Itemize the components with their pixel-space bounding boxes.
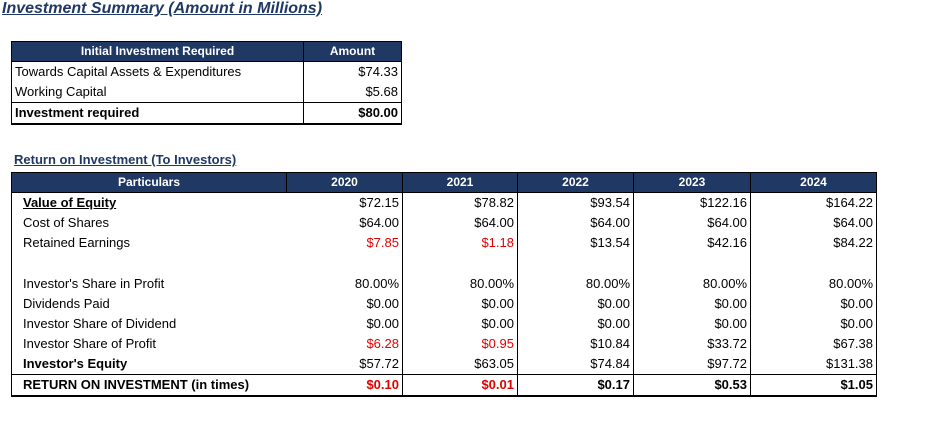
amount-cell: $5.68 <box>303 82 402 103</box>
column-header-year: 2024 <box>750 172 877 193</box>
value-cell: $74.84 <box>517 354 634 375</box>
value-cell: $64.00 <box>286 213 403 233</box>
value-cell: $0.00 <box>402 294 518 314</box>
value-cell: $78.82 <box>402 192 518 213</box>
value-cell: $1.18 <box>402 233 518 253</box>
column-header-particulars: Particulars <box>11 172 287 193</box>
value-cell: $64.00 <box>402 213 518 233</box>
value-cell: 80.00% <box>633 274 751 294</box>
value-cell: $57.72 <box>286 354 403 375</box>
value-cell: $63.05 <box>402 354 518 375</box>
value-cell: 80.00% <box>402 274 518 294</box>
value-cell: $0.00 <box>750 294 877 314</box>
value-cell: $64.00 <box>750 213 877 233</box>
column-header-year: 2021 <box>402 172 518 193</box>
value-cell: $93.54 <box>517 192 634 213</box>
table-row: Towards Capital Assets & Expenditures $7… <box>11 61 402 82</box>
column-header-year: 2023 <box>633 172 751 193</box>
column-header-year: 2022 <box>517 172 634 193</box>
investment-table: Initial Investment Required Amount Towar… <box>11 41 402 125</box>
row-label: Working Capital <box>11 82 304 103</box>
table-row: Working Capital $5.68 <box>11 82 402 103</box>
value-cell: $0.00 <box>633 314 751 334</box>
row-label: Retained Earnings <box>23 235 130 250</box>
row-label: Dividends Paid <box>23 296 110 311</box>
table-row-cost-of-shares: Cost of Shares $64.00 $64.00 $64.00 $64.… <box>12 213 877 233</box>
value-cell: $84.22 <box>750 233 877 253</box>
table-row-value-of-equity: Value of Equity $72.15 $78.82 $93.54 $12… <box>12 192 877 213</box>
value-cell: $64.00 <box>517 213 634 233</box>
value-cell: $0.00 <box>286 294 403 314</box>
value-cell: $1.05 <box>750 374 877 397</box>
value-cell: $122.16 <box>633 192 751 213</box>
value-cell: $0.01 <box>402 374 518 397</box>
table-row-dividends-paid: Dividends Paid $0.00 $0.00 $0.00 $0.00 $… <box>12 294 877 314</box>
value-cell: $164.22 <box>750 192 877 213</box>
value-cell: $13.54 <box>517 233 634 253</box>
column-header-year: 2020 <box>286 172 403 193</box>
column-header-initial-investment: Initial Investment Required <box>11 41 304 62</box>
value-cell: $0.00 <box>517 294 634 314</box>
value-cell: $10.84 <box>517 334 634 354</box>
roi-table: Particulars 2020 2021 2022 2023 2024 Val… <box>11 172 877 397</box>
table-row-investor-share-in-profit: Investor's Share in Profit 80.00% 80.00%… <box>12 274 877 294</box>
row-label: Investor's Equity <box>23 356 128 371</box>
value-cell: $67.38 <box>750 334 877 354</box>
table-row-investors-equity: Investor's Equity $57.72 $63.05 $74.84 $… <box>12 354 877 375</box>
value-cell: $0.00 <box>517 314 634 334</box>
table-row-spacer <box>12 253 877 274</box>
value-cell: $72.15 <box>286 192 403 213</box>
column-header-amount: Amount <box>303 41 402 62</box>
row-label: Investor Share of Profit <box>23 336 156 351</box>
value-cell: $33.72 <box>633 334 751 354</box>
section-title-roi: Return on Investment (To Investors) <box>14 152 237 167</box>
value-cell: 80.00% <box>517 274 634 294</box>
table-row-return-on-investment: RETURN ON INVESTMENT (in times) $0.10 $0… <box>11 374 877 397</box>
table-row-investor-share-of-profit: Investor Share of Profit $6.28 $0.95 $10… <box>12 334 877 354</box>
page-title: Investment Summary (Amount in Millions) <box>2 0 323 17</box>
value-cell: $0.00 <box>402 314 518 334</box>
row-label: Cost of Shares <box>23 215 109 230</box>
amount-cell: $80.00 <box>303 102 402 125</box>
value-cell: $0.00 <box>286 314 403 334</box>
value-cell: $64.00 <box>633 213 751 233</box>
value-cell: $0.00 <box>633 294 751 314</box>
table-row-total: Investment required $80.00 <box>11 102 402 125</box>
value-cell: $42.16 <box>633 233 751 253</box>
value-cell: $0.17 <box>517 374 634 397</box>
value-cell: $0.53 <box>633 374 751 397</box>
amount-cell: $74.33 <box>303 61 402 82</box>
value-cell: 80.00% <box>750 274 877 294</box>
row-label: Investor Share of Dividend <box>23 316 177 331</box>
row-label: Investment required <box>11 102 304 125</box>
value-cell: $6.28 <box>286 334 403 354</box>
value-cell: 80.00% <box>286 274 403 294</box>
value-cell: $97.72 <box>633 354 751 375</box>
table-row-investor-share-of-dividend: Investor Share of Dividend $0.00 $0.00 $… <box>12 314 877 334</box>
row-label: Towards Capital Assets & Expenditures <box>11 61 304 82</box>
table-row-retained-earnings: Retained Earnings $7.85 $1.18 $13.54 $42… <box>12 233 877 253</box>
value-cell: $131.38 <box>750 354 877 375</box>
value-cell: $0.00 <box>750 314 877 334</box>
row-label: Value of Equity <box>23 195 117 210</box>
row-label: Investor's Share in Profit <box>23 276 165 291</box>
value-cell: $0.10 <box>286 374 403 397</box>
roi-header-row: Particulars 2020 2021 2022 2023 2024 <box>11 172 877 193</box>
value-cell: $0.95 <box>402 334 518 354</box>
row-label: RETURN ON INVESTMENT (in times) <box>11 374 287 397</box>
value-cell: $7.85 <box>286 233 403 253</box>
investment-header-row: Initial Investment Required Amount <box>11 41 402 62</box>
